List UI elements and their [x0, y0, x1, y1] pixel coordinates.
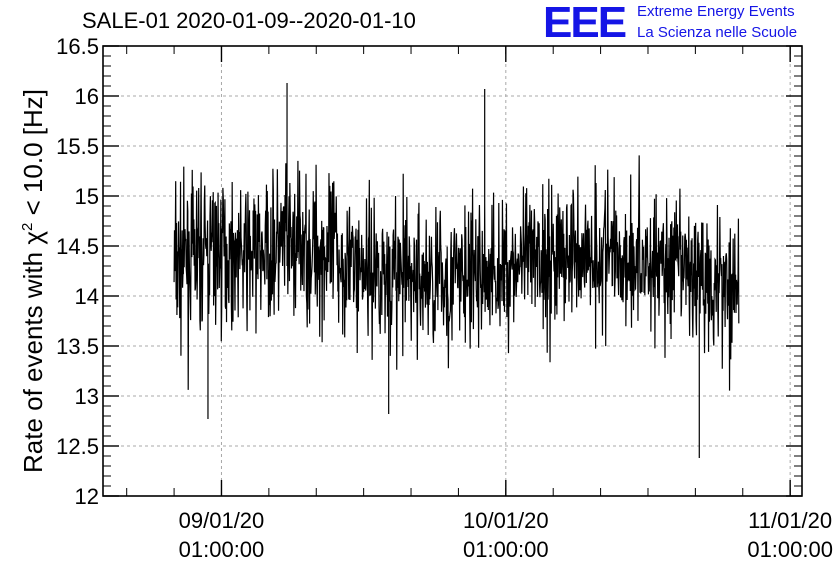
y-tick-label: 14.5 — [56, 234, 99, 259]
y-axis-ticks: 12 12.5 13 13.5 14 14.5 15 15.5 16 16.5 — [56, 34, 802, 509]
chart-title: SALE-01 2020-01-09--2020-01-10 — [82, 8, 416, 33]
y-tick-label: 13 — [75, 384, 99, 409]
y-axis-label: Rate of events with χ2 < 10.0 [Hz] — [18, 88, 48, 473]
y-tick-label: 16.5 — [56, 34, 99, 59]
x-tick-label-date: 09/01/20 — [179, 508, 265, 533]
x-tick-label-time: 01:00:00 — [463, 537, 549, 562]
x-tick-label-date: 10/01/20 — [463, 508, 549, 533]
logo-line-2: La Scienza nelle Scuole — [637, 24, 798, 41]
rate-series-line — [173, 83, 740, 458]
grid-lines — [103, 46, 802, 496]
x-tick-label-time: 01:00:00 — [747, 537, 833, 562]
x-tick-label-time: 01:00:00 — [179, 537, 265, 562]
y-tick-label: 12 — [75, 484, 99, 509]
x-tick-label-date: 11/01/20 — [748, 508, 832, 533]
logo-line-1: Extreme Energy Events — [637, 3, 795, 20]
y-tick-label: 13.5 — [56, 334, 99, 359]
eee-logo: EEE — [543, 0, 627, 47]
y-tick-label: 15 — [75, 184, 99, 209]
x-axis-ticks: 09/01/20 01:00:00 10/01/20 01:00:00 11/01/20… — [126, 46, 833, 562]
y-tick-label: 16 — [75, 84, 99, 109]
y-tick-label: 15.5 — [56, 134, 99, 159]
plot-frame — [102, 45, 803, 497]
y-tick-label: 12.5 — [56, 434, 99, 459]
y-tick-label: 14 — [75, 284, 99, 309]
